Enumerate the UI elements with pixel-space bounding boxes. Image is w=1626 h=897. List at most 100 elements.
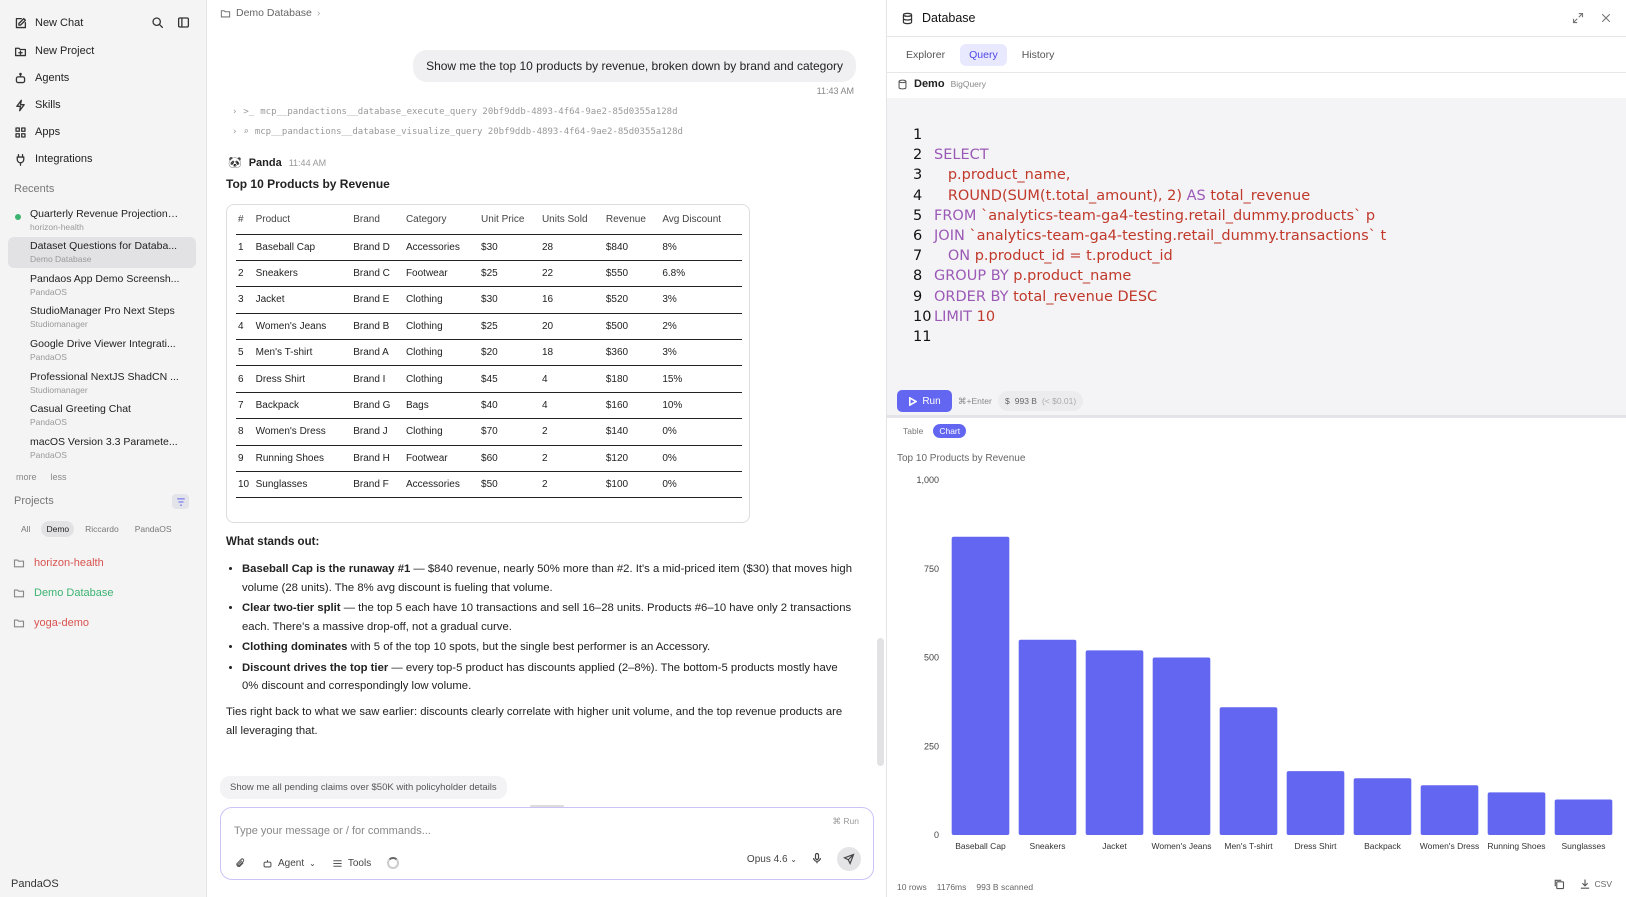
table-cell: 2% [660,313,742,341]
table-cell: $30 [479,234,540,261]
table-cell: 8 [236,418,254,446]
recent-chat-item[interactable]: Quarterly Revenue Projections ... horizo… [8,205,196,236]
nav-apps[interactable]: Apps [13,123,60,141]
csv-download-button[interactable]: CSV [1579,878,1612,890]
nav-new-project[interactable]: New Project [13,42,94,60]
mic-icon [813,852,821,863]
row-count: 10 rows [897,882,927,892]
expand-button[interactable] [1572,12,1584,27]
run-button[interactable]: Run [897,390,952,412]
agent-selector[interactable]: Agent ⌄ [262,858,316,869]
filter-icon [176,497,185,506]
recent-chat-item[interactable]: macOS Version 3.3 Paramete... PandaOS [8,433,196,464]
y-tick-label: 750 [924,564,939,574]
sql-editor[interactable]: 1 2 SELECT 3 p.product_name, 4 ROUND(SUM(t.t… [887,98,1626,384]
chart-bar[interactable] [1420,785,1479,835]
loading-spinner-icon [387,857,400,869]
more-link[interactable]: more [16,472,37,482]
sliders-icon [333,859,342,867]
table-cell: 2 [236,260,254,288]
new-chat-button[interactable]: New Chat [13,14,83,32]
table-cell: $520 [603,286,661,314]
chat-scrollbar[interactable] [877,638,884,766]
chart-bar[interactable] [1152,657,1211,836]
table-cell: Brand H [351,445,404,473]
sql-text: total_revenue DESC [1008,288,1158,305]
copy-icon [1554,879,1564,890]
tools-button[interactable]: Tools [332,858,371,869]
recent-chat-item[interactable]: Casual Greeting Chat PandaOS [8,400,196,431]
insight-item: Discount drives the top tier — every top… [242,659,856,696]
x-tick-label: Jacket [1102,841,1127,851]
line-number: 6 [913,228,923,245]
suggestion-chip[interactable]: Show me all pending claims over $50K wit… [220,776,507,799]
send-button[interactable] [837,847,861,871]
message-input[interactable]: Type your message or / for commands... [234,825,431,837]
attach-button[interactable] [235,857,246,869]
recent-chat-item[interactable]: Professional NextJS ShadCN ... Studioman… [8,368,196,399]
cost-estimate: (< $0.01) [1041,396,1077,406]
tab-history[interactable]: History [1021,49,1055,61]
column-header: Brand [351,205,404,235]
nav-skills[interactable]: Skills [13,96,61,114]
results-table-card: # Product Brand Category Unit Price Units Sol… [226,204,750,523]
chip-demo[interactable]: Demo [41,521,75,537]
recent-subtitle: Demo Database [30,254,92,264]
filter-button[interactable] [172,494,189,509]
results-table: # Product Brand Category Unit Price Units Sol… [236,205,742,499]
workspace-name[interactable]: PandaOS [11,878,59,890]
chip-pandaos[interactable]: PandaOS [134,524,172,534]
sql-text: p.product_name, [934,167,1071,184]
chart-bar[interactable] [1219,707,1278,835]
chart-bar[interactable] [1353,778,1412,835]
table-cell: 10 [236,471,254,499]
composer-resize-handle[interactable] [530,805,564,808]
less-link[interactable]: less [50,472,67,482]
tab-chart[interactable]: Chart [933,424,967,438]
chip-all[interactable]: All [21,524,31,534]
recent-chat-item[interactable]: Google Drive Viewer Integrati... PandaOS [8,335,196,366]
line-number: 5 [913,207,923,224]
tab-query[interactable]: Query [960,44,1007,66]
sql-line: 6 JOIN `analytics-team-ga4-testing.retail… [913,226,1626,246]
chart-bar[interactable] [1085,650,1144,835]
nav-agents[interactable]: Agents [13,69,69,87]
mic-button[interactable] [811,852,823,867]
breadcrumb-item[interactable]: Demo Database [236,7,312,19]
model-selector[interactable]: Opus 4.6 ⌄ [747,854,797,865]
close-button[interactable] [1600,12,1612,27]
line-number: 4 [913,187,923,204]
table-row: 4 Women's Jeans Brand B Clothing $25 20 $500 2% [236,313,742,341]
recent-chat-item[interactable]: Pandaos App Demo Screensh... PandaOS [8,270,196,301]
sql-keyword: LIMIT [934,308,972,325]
composer-actions: Opus 4.6 ⌄ [747,847,861,871]
tool-call-execute[interactable]: › >_ mcp__pandactions__database_execute_… [232,107,678,117]
table-row: 1 Baseball Cap Brand D Accessories $30 28 $840… [236,234,742,261]
chart-bar[interactable] [951,536,1010,835]
insight-list: Baseball Cap is the runaway #1 — $840 re… [226,560,856,698]
project-horizon-health[interactable]: horizon-health [13,557,104,569]
chart-bar[interactable] [1286,771,1345,835]
sidebar-toggle-icon[interactable] [176,15,190,29]
panda-avatar-icon: 🐼 [228,157,242,169]
insight-text: — $840 revenue, nearly 50% more than #2.… [242,563,852,594]
nav-integrations[interactable]: Integrations [13,150,92,168]
project-demo-database[interactable]: Demo Database [13,587,114,599]
project-name: horizon-health [34,557,104,569]
chart-bar[interactable] [1554,799,1613,836]
chip-riccardo[interactable]: Riccardo [85,524,119,534]
tab-table[interactable]: Table [903,426,924,436]
table-cell: Clothing [403,339,480,367]
chart-bar[interactable] [1018,639,1077,835]
project-yoga-demo[interactable]: yoga-demo [13,617,89,629]
recent-subtitle: PandaOS [30,287,67,297]
recent-chat-item[interactable]: StudioManager Pro Next Steps Studiomanag… [8,302,196,333]
recent-chat-item[interactable]: Dataset Questions for Databa... Demo Dat… [8,237,196,268]
run-bar: Run ⌘+Enter $ 993 B (< $0.01) [887,384,1626,418]
tab-explorer[interactable]: Explorer [906,49,946,61]
tool-call-visualize[interactable]: › ⌕ mcp__pandactions__database_visualize… [232,127,683,137]
search-icon[interactable] [150,15,164,29]
insight-item: Clothing dominates with 5 of the top 10 … [242,638,856,657]
chart-bar[interactable] [1487,792,1546,835]
copy-button[interactable] [1553,878,1565,890]
